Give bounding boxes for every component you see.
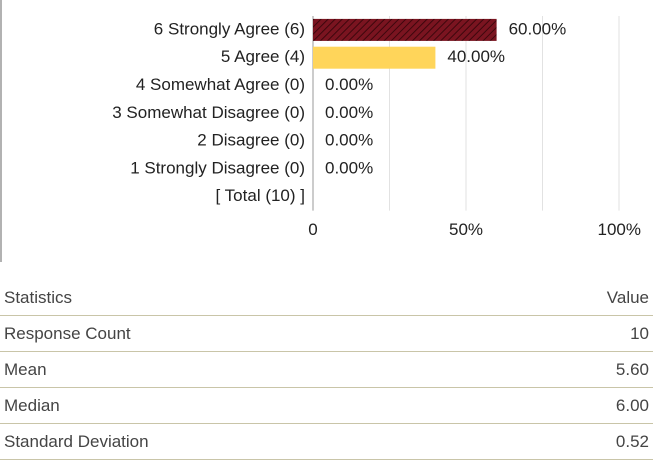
table-row: Standard Deviation 0.52 (0, 423, 653, 460)
category-label: 5 Agree (4) (221, 47, 305, 66)
category-label: [ Total (10) ] (216, 186, 305, 205)
header-cell: Value (491, 280, 653, 316)
value-label: 0.00% (325, 75, 373, 94)
category-label: 6 Strongly Agree (6) (154, 19, 305, 38)
table-cell: 0.52 (491, 423, 653, 460)
table-cell: 10 (491, 315, 653, 352)
header-cell: Statistics (0, 280, 492, 316)
bar (313, 46, 436, 69)
category-label: 4 Somewhat Agree (0) (136, 75, 305, 94)
category-label: 2 Disagree (0) (197, 131, 305, 150)
value-label: 60.00% (509, 19, 567, 38)
table-cell: Median (0, 387, 492, 424)
bar (313, 18, 497, 41)
table-cell: Response Count (0, 315, 492, 352)
x-tick-label: 50% (449, 220, 483, 239)
stats-table: Statistics Value Response Count 10 Mean 5.6… (0, 280, 653, 460)
table-row: Median 6.00 (0, 387, 653, 424)
category-label: 1 Strongly Disagree (0) (130, 158, 305, 177)
table-cell: Standard Deviation (0, 423, 492, 460)
table-cell: 6.00 (491, 387, 653, 424)
header-row: Statistics Value (0, 280, 653, 316)
table-cell: 5.60 (491, 351, 653, 388)
table-row: Response Count 10 (0, 315, 653, 352)
value-label: 40.00% (447, 47, 505, 66)
value-label: 0.00% (325, 158, 373, 177)
value-label: 0.00% (325, 131, 373, 150)
table-cell: Mean (0, 351, 492, 388)
chart: 0 50% 100% 6 Strongly Agree (6) 60.00% 5 Agre… (0, 0, 641, 262)
x-tick-label: 100% (598, 220, 641, 239)
value-label: 0.00% (325, 103, 373, 122)
x-tick-label: 0 (308, 220, 317, 239)
category-label: 3 Somewhat Disagree (0) (112, 103, 305, 122)
table-row: Mean 5.60 (0, 351, 653, 388)
